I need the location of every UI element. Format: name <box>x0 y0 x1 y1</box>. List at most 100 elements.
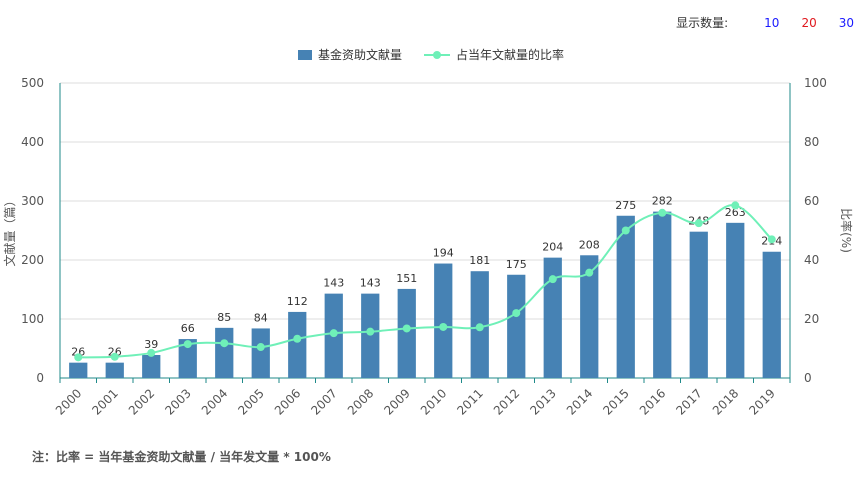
x-tick-label: 2012 <box>491 386 522 417</box>
y-right-axis-title: 比率(%) <box>839 208 854 253</box>
x-tick-label: 2001 <box>89 386 120 417</box>
bar-data-label: 194 <box>433 247 454 260</box>
bar-data-label: 208 <box>579 238 600 251</box>
x-tick-label: 2005 <box>235 386 266 417</box>
bar-data-label: 151 <box>396 272 417 285</box>
display-count-option-20[interactable]: 20 <box>801 15 817 30</box>
x-tick-label: 2009 <box>381 386 412 417</box>
x-tick-label: 2013 <box>527 386 558 417</box>
bar <box>178 339 197 378</box>
bar <box>762 251 781 378</box>
ratio-point <box>110 352 119 361</box>
ratio-point <box>293 334 302 343</box>
ratio-point <box>585 268 594 277</box>
bar <box>215 327 234 378</box>
ratio-point <box>548 275 557 284</box>
x-tick-label: 2002 <box>126 386 157 417</box>
y-left-tick-label: 0 <box>36 371 44 385</box>
bar-data-label: 39 <box>144 338 158 351</box>
bar-data-label: 175 <box>506 258 527 271</box>
x-tick-label: 2018 <box>710 386 741 417</box>
y-left-tick-label: 500 <box>21 76 44 90</box>
bar-data-label: 143 <box>360 277 381 290</box>
x-tick-label: 2010 <box>418 386 449 417</box>
bar-data-label: 112 <box>287 295 308 308</box>
bar-data-label: 181 <box>469 254 490 267</box>
ratio-point <box>658 208 667 217</box>
y-right-tick-label: 60 <box>804 194 819 208</box>
line-series-swatch <box>424 50 450 59</box>
ratio-point <box>402 324 411 333</box>
footnote: 注：比率 = 当年基金资助文献量 / 当年发文量 * 100% <box>32 450 331 464</box>
ratio-point <box>475 323 484 332</box>
x-tick-label: 2004 <box>199 386 230 417</box>
bar <box>142 354 161 378</box>
legend-item-bar-series[interactable]: 基金资助文献量 <box>297 46 402 63</box>
bar <box>105 362 124 378</box>
display-count-option-30[interactable]: 30 <box>838 15 854 30</box>
x-tick-label: 2011 <box>454 386 485 417</box>
y-left-tick-label: 400 <box>21 135 44 149</box>
y-right-tick-label: 20 <box>804 312 819 326</box>
y-left-axis-title: 文献量（篇） <box>2 194 17 266</box>
y-left-tick-label: 300 <box>21 194 44 208</box>
ratio-point <box>731 201 740 210</box>
ratio-point <box>694 219 703 228</box>
x-tick-label: 2008 <box>345 386 376 417</box>
legend-label-bar-series: 基金资助文献量 <box>317 48 402 62</box>
bar <box>507 274 526 378</box>
x-tick-label: 2006 <box>272 386 303 417</box>
y-right-tick-label: 80 <box>804 135 819 149</box>
ratio-point <box>767 235 776 244</box>
bar <box>251 328 270 378</box>
ratio-point <box>366 327 375 336</box>
bar <box>397 288 416 378</box>
display-count-option-10[interactable]: 10 <box>764 15 780 30</box>
bar-data-label: 26 <box>71 346 85 359</box>
display-count-label: 显示数量: <box>676 16 729 30</box>
bar <box>726 222 745 378</box>
bar <box>361 293 380 378</box>
ratio-point <box>74 353 83 362</box>
ratio-point <box>147 348 156 357</box>
display-count-control: 显示数量: 10 20 30 <box>676 14 854 31</box>
bar <box>434 263 453 378</box>
bar-data-label: 66 <box>181 322 195 335</box>
y-left-tick-label: 100 <box>21 312 44 326</box>
ratio-point <box>329 329 338 338</box>
bar-data-label: 204 <box>542 241 563 254</box>
bar-data-label: 85 <box>217 311 231 324</box>
legend-label-line-series: 占当年文献量的比率 <box>456 48 565 62</box>
bar-data-label: 275 <box>615 199 636 212</box>
ratio-point <box>256 343 265 352</box>
x-tick-label: 2015 <box>600 386 631 417</box>
ratio-point <box>439 322 448 331</box>
y-right-tick-label: 40 <box>804 253 819 267</box>
x-tick-label: 2019 <box>746 386 777 417</box>
bar <box>616 215 635 378</box>
bar <box>69 362 88 378</box>
x-tick-label: 2016 <box>637 386 668 417</box>
bar-data-label: 282 <box>652 195 673 208</box>
bar <box>288 311 307 378</box>
y-right-tick-label: 100 <box>804 76 827 90</box>
bar-data-label: 84 <box>254 311 268 324</box>
chart-legend: 基金资助文献量 占当年文献量的比率 <box>0 46 862 63</box>
ratio-point <box>183 340 192 349</box>
bar <box>689 231 708 378</box>
y-right-tick-label: 0 <box>804 371 812 385</box>
legend-item-line-series[interactable]: 占当年文献量的比率 <box>424 46 564 63</box>
bar-data-label: 143 <box>323 277 344 290</box>
x-tick-label: 2014 <box>564 386 595 417</box>
bar <box>653 211 672 378</box>
bar <box>543 257 562 378</box>
x-tick-label: 2017 <box>673 386 704 417</box>
bar-data-label: 263 <box>725 206 746 219</box>
x-tick-label: 2003 <box>162 386 193 417</box>
y-left-tick-label: 200 <box>21 253 44 267</box>
x-tick-label: 2007 <box>308 386 339 417</box>
ratio-point <box>512 309 521 318</box>
x-tick-label: 2000 <box>53 386 84 417</box>
bar-series-swatch <box>297 49 312 60</box>
